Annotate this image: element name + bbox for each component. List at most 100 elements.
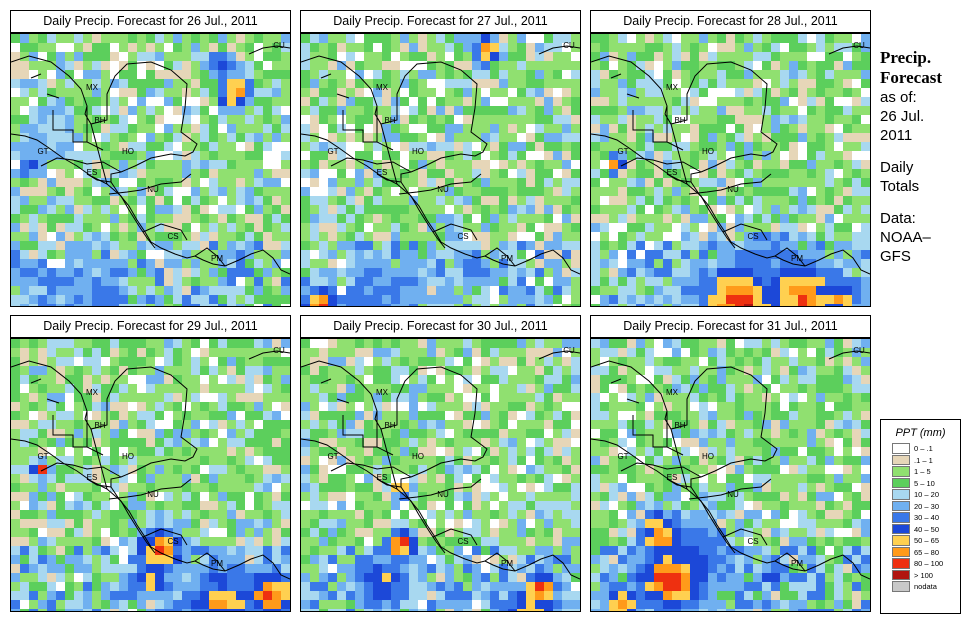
country-border <box>30 73 42 79</box>
precip-map-svg: MX CU BH GT HO ES NU CS PM <box>591 34 870 306</box>
legend-label: 50 – 65 <box>914 536 940 545</box>
country-label-ho: HO <box>702 452 714 461</box>
country-label-pm: PM <box>791 559 803 568</box>
country-border <box>320 378 332 384</box>
precip-grid <box>11 34 290 306</box>
country-label-cu: CU <box>273 346 285 355</box>
country-label-gt: GT <box>37 452 48 461</box>
asof-label: as of: <box>880 89 917 106</box>
sidebar-info: Precip. Forecast as of: 26 Jul. 2011 Dai… <box>880 48 965 266</box>
country-border <box>620 462 702 478</box>
legend-item: 40 – 50 <box>881 523 960 536</box>
country-border <box>142 223 188 241</box>
legend-swatch <box>892 500 910 511</box>
legend-label: .1 – 1 <box>914 455 933 465</box>
country-label-gt: GT <box>327 147 338 156</box>
sidebar-title: Precip. <box>880 48 932 67</box>
country-border <box>330 462 412 478</box>
country-border <box>666 173 692 183</box>
country-border <box>330 157 412 173</box>
country-label-ho: HO <box>412 452 424 461</box>
legend-title: PPT (mm) <box>895 427 946 439</box>
country-label-mx: MX <box>666 83 679 92</box>
country-border <box>432 528 478 546</box>
country-label-ho: HO <box>122 147 134 156</box>
country-label-ho: HO <box>702 147 714 156</box>
country-label-bh: BH <box>674 116 685 125</box>
coastlines <box>11 45 290 275</box>
country-label-ho: HO <box>122 452 134 461</box>
country-label-nu: NU <box>147 490 159 499</box>
data-source: NOAA– <box>880 229 931 246</box>
panel-title: Daily Precip. Forecast for 26 Jul., 2011 <box>10 10 291 33</box>
legend-swatch <box>892 581 910 592</box>
country-label-nu: NU <box>147 185 159 194</box>
country-label-es: ES <box>87 168 98 177</box>
country-label-pm: PM <box>211 559 223 568</box>
coastlines <box>11 350 290 580</box>
country-border <box>52 415 87 448</box>
legend-label: 30 – 40 <box>914 513 940 522</box>
country-label-pm: PM <box>211 254 223 263</box>
country-label-cs: CS <box>167 232 178 241</box>
country-label-pm: PM <box>501 559 513 568</box>
country-label-es: ES <box>377 473 388 482</box>
legend-swatch <box>892 523 910 534</box>
country-border <box>666 478 692 488</box>
country-border <box>398 478 482 500</box>
country-border <box>398 173 482 195</box>
legend-swatch <box>892 512 910 523</box>
country-label-gt: GT <box>37 147 48 156</box>
country-border <box>336 93 350 99</box>
country-border <box>40 157 122 173</box>
country-border <box>376 173 402 183</box>
country-border <box>52 110 87 143</box>
country-border <box>194 247 226 267</box>
legend-swatch <box>892 454 910 465</box>
legend-item: 0 – .1 <box>881 443 960 455</box>
country-label-cs: CS <box>457 232 468 241</box>
precip-grid <box>591 34 870 306</box>
legend-item: > 100 <box>881 569 960 582</box>
country-border <box>610 378 622 384</box>
legend-item: 50 – 65 <box>881 535 960 547</box>
sidebar-title: Forecast <box>880 68 942 87</box>
country-border <box>376 478 402 488</box>
country-label-cs: CS <box>747 232 758 241</box>
legend-item: 5 – 10 <box>881 477 960 490</box>
precip-grid <box>591 339 870 611</box>
country-border <box>432 223 478 241</box>
country-border <box>46 93 60 99</box>
country-border <box>320 73 332 79</box>
forecast-panel-5: Daily Precip. Forecast for 30 Jul., 2011… <box>300 315 581 612</box>
forecast-panel-6: Daily Precip. Forecast for 31 Jul., 2011… <box>590 315 871 612</box>
legend-item: .1 – 1 <box>881 454 960 467</box>
country-label-cs: CS <box>747 537 758 546</box>
country-label-cu: CU <box>853 41 865 50</box>
legend-swatch <box>892 558 910 569</box>
country-label-gt: GT <box>327 452 338 461</box>
country-border <box>620 157 702 173</box>
country-label-bh: BH <box>384 116 395 125</box>
country-border <box>626 398 640 404</box>
country-border <box>194 552 226 572</box>
country-label-nu: NU <box>727 490 739 499</box>
country-label-cu: CU <box>563 41 575 50</box>
precip-map: MX CU BH GT HO ES NU CS PM <box>300 338 581 612</box>
legend-label: 80 – 100 <box>914 559 944 568</box>
country-border <box>336 398 350 404</box>
country-label-mx: MX <box>666 388 679 397</box>
legend-item: 30 – 40 <box>881 512 960 524</box>
country-border <box>376 106 394 151</box>
country-border <box>40 462 122 478</box>
country-label-cu: CU <box>563 346 575 355</box>
legend-item: 1 – 5 <box>881 466 960 478</box>
country-label-mx: MX <box>376 83 389 92</box>
precip-map: MX CU BH GT HO ES NU CS PM <box>10 33 291 307</box>
country-border <box>108 173 192 195</box>
legend-label: 1 – 5 <box>914 467 931 476</box>
precip-grid <box>11 339 290 611</box>
totals-label: Totals <box>880 178 920 195</box>
country-label-mx: MX <box>86 83 99 92</box>
legend-label: 10 – 20 <box>914 490 940 499</box>
